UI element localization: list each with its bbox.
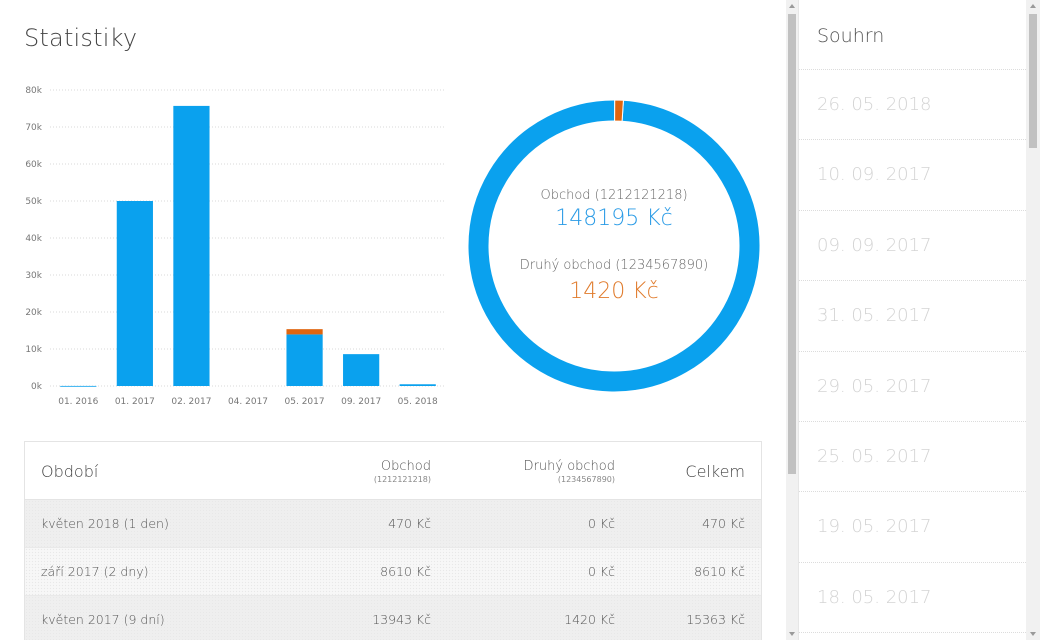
- bar: [286, 329, 323, 335]
- statistics-panel: Statistiky 0k 10k 20k 30k 40k 50k 60k 70k 80k 01.…: [24, 24, 762, 640]
- donut-slice-shop1: [468, 100, 760, 392]
- cell-period: září 2017 (2 dny): [41, 564, 149, 579]
- table-body: květen 2018 (1 den) 470 Kč 0 Kč 470 Kč z…: [25, 500, 761, 640]
- header-shop2-label: Druhý obchod: [523, 458, 615, 474]
- summary-date-item[interactable]: 10. 09. 2017: [799, 140, 1026, 211]
- summary-title: Souhrn: [799, 0, 1026, 70]
- header-shop2: Druhý obchod (1234567890): [524, 442, 615, 500]
- table-row[interactable]: květen 2017 (9 dní) 13943 Kč 1420 Kč 153…: [25, 596, 761, 640]
- bar-chart: 0k 10k 20k 30k 40k 50k 60k 70k 80k 01. 2016 01. 20…: [25, 86, 446, 407]
- summary-scrollbar-thumb[interactable]: [1029, 14, 1037, 148]
- donut-slice-shop2: [614, 100, 624, 122]
- donut-label-shop1: Obchod (1212121218): [540, 188, 688, 203]
- summary-date-item[interactable]: 19. 05. 2017: [799, 492, 1026, 563]
- header-period-label: Období: [41, 461, 99, 481]
- x-tick-label: 02. 2017: [171, 397, 211, 407]
- cell-shop2: 1420 Kč: [564, 612, 615, 627]
- header-total: Celkem: [685, 442, 745, 500]
- x-tick-label: 01. 2016: [58, 397, 98, 407]
- table-header: Období Obchod (1212121218) Druhý obchod …: [25, 442, 761, 500]
- y-tick-label: 20k: [25, 308, 42, 318]
- scroll-down-arrow-icon[interactable]: [1030, 632, 1036, 636]
- header-total-label: Celkem: [685, 461, 745, 481]
- summary-date-item[interactable]: 25. 05. 2017: [799, 422, 1026, 493]
- cell-shop1: 8610 Kč: [380, 564, 431, 579]
- y-tick-label: 0k: [31, 382, 43, 392]
- cell-shop2: 0 Kč: [588, 564, 615, 579]
- y-tick-label: 40k: [25, 234, 42, 244]
- summary-panel: Souhrn 26. 05. 2018 10. 09. 2017 09. 09.…: [798, 0, 1026, 640]
- summary-date-item[interactable]: 29. 05. 2017: [799, 352, 1026, 422]
- scroll-up-arrow-icon[interactable]: [789, 4, 795, 8]
- cell-period: květen 2017 (9 dní): [41, 612, 165, 627]
- cell-shop1: 470 Kč: [388, 516, 431, 531]
- x-tick-label: 04. 2017: [228, 397, 268, 407]
- summary-date-item[interactable]: 09. 09. 2017: [799, 211, 1026, 282]
- scroll-down-arrow-icon[interactable]: [789, 632, 795, 636]
- donut-chart-wrap: Obchod (1212121218) 148195 Kč Druhý obch…: [468, 100, 760, 392]
- bar: [286, 334, 323, 386]
- header-period: Období: [41, 442, 98, 500]
- bar: [60, 385, 97, 387]
- cell-total: 15363 Kč: [686, 612, 745, 627]
- x-tick-label: 05. 2018: [398, 397, 438, 407]
- summary-date-item[interactable]: 31. 05. 2017: [799, 281, 1026, 352]
- header-shop2-id: (1234567890): [557, 474, 615, 484]
- summary-scrollbar[interactable]: [1026, 0, 1040, 640]
- bar: [173, 105, 210, 386]
- cell-total: 470 Kč: [702, 516, 745, 531]
- main-scrollbar[interactable]: [786, 0, 798, 640]
- statistics-table: Období Obchod (1212121218) Druhý obchod …: [24, 441, 762, 640]
- cell-total: 8610 Kč: [694, 564, 745, 579]
- x-tick-label: 05. 2017: [285, 397, 325, 407]
- header-shop1: Obchod (1212121218): [374, 442, 431, 500]
- header-shop1-id: (1212121218): [373, 474, 431, 484]
- summary-date-item[interactable]: 18. 05. 2017: [799, 563, 1026, 634]
- main-scrollbar-thumb[interactable]: [788, 14, 796, 474]
- y-tick-label: 30k: [25, 271, 42, 281]
- summary-date-item[interactable]: 26. 05. 2018: [799, 70, 1026, 141]
- table-row[interactable]: září 2017 (2 dny) 8610 Kč 0 Kč 8610 Kč: [25, 548, 761, 596]
- x-tick-label: 09. 2017: [341, 397, 381, 407]
- donut-chart: [468, 100, 760, 392]
- bar: [116, 201, 153, 386]
- y-tick-label: 60k: [25, 160, 42, 170]
- cell-period: květen 2018 (1 den): [41, 516, 169, 531]
- y-tick-label: 50k: [25, 197, 42, 207]
- y-tick-label: 80k: [25, 86, 42, 96]
- cell-shop1: 13943 Kč: [372, 612, 431, 627]
- page-title: Statistiky: [24, 24, 138, 52]
- y-tick-label: 10k: [25, 345, 42, 355]
- bar: [399, 384, 436, 386]
- header-shop1-label: Obchod: [380, 458, 431, 474]
- donut-value-shop1: 148195 Kč: [555, 206, 673, 231]
- donut-center: Obchod (1212121218) 148195 Kč Druhý obch…: [468, 100, 760, 392]
- y-tick-label: 70k: [25, 123, 42, 133]
- donut-value-shop2: 1420 Kč: [569, 279, 659, 304]
- table-row[interactable]: květen 2018 (1 den) 470 Kč 0 Kč 470 Kč: [25, 500, 761, 548]
- bar: [343, 354, 380, 386]
- donut-label-shop2: Druhý obchod (1234567890): [519, 258, 709, 273]
- cell-shop2: 0 Kč: [588, 516, 615, 531]
- x-tick-label: 01. 2017: [115, 397, 155, 407]
- scroll-up-arrow-icon[interactable]: [1030, 4, 1036, 8]
